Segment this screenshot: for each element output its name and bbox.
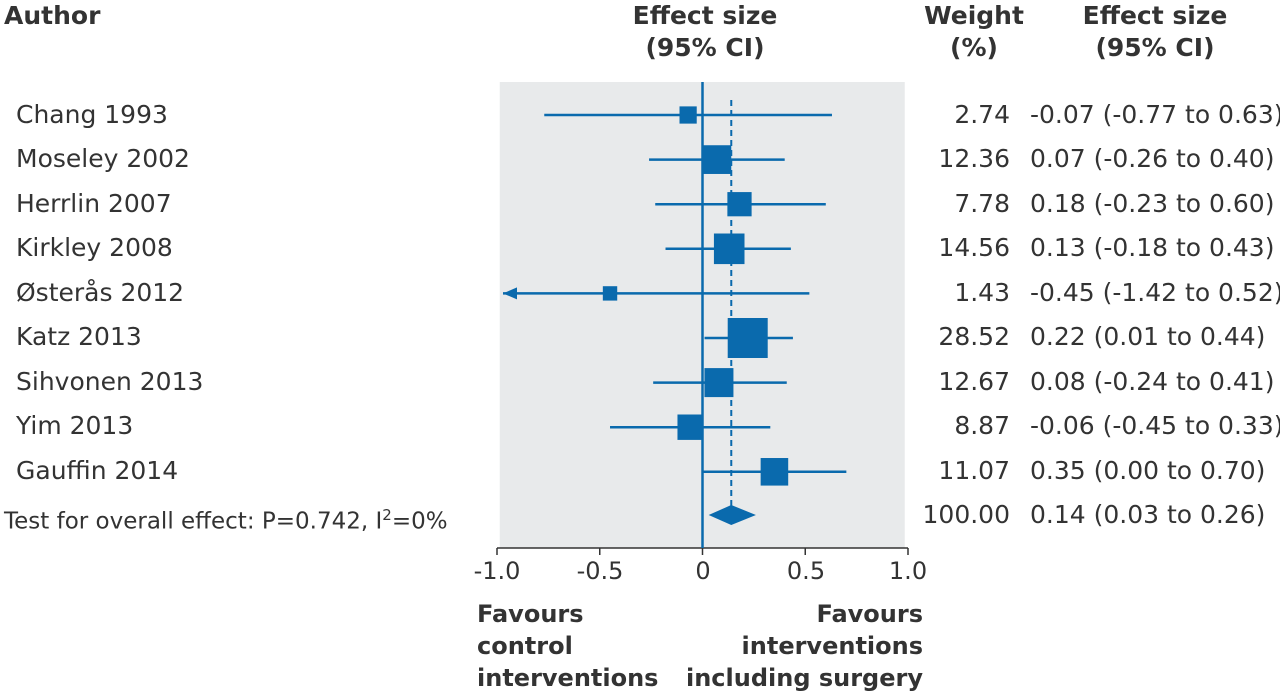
- es-column-header-line1: Effect size: [1082, 1, 1228, 30]
- study-estimate-marker: [679, 106, 697, 124]
- study-author: Yim 2013: [16, 411, 134, 440]
- study-author: Katz 2013: [16, 322, 142, 351]
- study-effect-size: 0.18 (-0.23 to 0.60): [1030, 189, 1275, 218]
- study-estimate-marker: [713, 233, 745, 265]
- study-effect-size: 0.22 (0.01 to 0.44): [1030, 322, 1266, 351]
- effect-size-header-line1: Effect size: [632, 1, 778, 30]
- study-author: Gauffin 2014: [16, 456, 179, 485]
- overall-label-superscript: 2: [382, 506, 392, 524]
- study-effect-size: -0.06 (-0.45 to 0.33): [1030, 411, 1280, 440]
- study-weight: 12.67: [938, 367, 1010, 396]
- effect-size-header: Effect size (95% CI): [590, 0, 820, 64]
- study-estimate-marker: [677, 414, 703, 440]
- study-author: Chang 1993: [16, 100, 168, 129]
- study-estimate-marker: [727, 318, 768, 358]
- study-weight: 12.36: [938, 144, 1010, 173]
- favours-left-line2: control: [477, 632, 573, 660]
- favours-left-line1: Favours: [477, 600, 584, 628]
- study-author: Kirkley 2008: [16, 233, 173, 262]
- study-estimate-marker: [704, 368, 734, 398]
- overall-label-prefix: Test for overall effect: P=0.742, I: [4, 508, 383, 535]
- study-estimate-marker: [727, 192, 752, 217]
- study-weight: 1.43: [954, 278, 1010, 307]
- study-weight: 11.07: [938, 456, 1010, 485]
- favours-right-line2: interventions: [741, 632, 923, 660]
- x-tick-label: 0.5: [786, 557, 826, 585]
- study-weight: 28.52: [938, 322, 1010, 351]
- favours-control-label: Favours control interventions: [477, 598, 658, 694]
- study-effect-size: 0.13 (-0.18 to 0.43): [1030, 233, 1275, 262]
- study-author: Østerås 2012: [16, 278, 185, 307]
- overall-effect-label: Test for overall effect: P=0.742, I2=0%: [4, 500, 448, 537]
- effect-size-header-line2: (95% CI): [645, 33, 765, 62]
- author-header: Author: [4, 1, 101, 30]
- study-effect-size: 0.35 (0.00 to 0.70): [1030, 456, 1266, 485]
- study-estimate-marker: [760, 458, 789, 486]
- weight-header-line2: (%): [950, 33, 998, 62]
- es-column-header-line2: (95% CI): [1095, 33, 1215, 62]
- study-weight: 7.78: [954, 189, 1010, 218]
- study-estimate-marker: [702, 145, 732, 174]
- study-author: Sihvonen 2013: [16, 367, 204, 396]
- study-effect-size: 0.08 (-0.24 to 0.41): [1030, 367, 1275, 396]
- x-tick-label: 1.0: [888, 557, 928, 585]
- study-weight: 2.74: [954, 100, 1010, 129]
- study-author: Moseley 2002: [16, 144, 190, 173]
- study-author: Herrlin 2007: [16, 189, 172, 218]
- favours-right-line3: including surgery: [685, 664, 923, 692]
- x-tick-label: 0: [695, 557, 711, 585]
- overall-weight: 100.00: [922, 500, 1010, 529]
- study-weight: 14.56: [938, 233, 1010, 262]
- favours-right-line1: Favours: [816, 600, 923, 628]
- ci-truncation-arrow: [503, 287, 517, 300]
- overall-effect-diamond: [708, 505, 756, 525]
- weight-header-line1: Weight: [924, 1, 1024, 30]
- study-effect-size: -0.07 (-0.77 to 0.63): [1030, 100, 1280, 129]
- x-tick-label: -1.0: [473, 557, 521, 585]
- overall-effect-size: 0.14 (0.03 to 0.26): [1030, 500, 1266, 529]
- overall-label-suffix: =0%: [391, 508, 448, 535]
- study-estimate-marker: [602, 286, 618, 301]
- es-column-header: Effect size (95% CI): [1050, 0, 1260, 64]
- favours-surgery-label: Favours interventions including surgery: [686, 598, 923, 694]
- x-tick-label: -0.5: [576, 557, 624, 585]
- study-effect-size: 0.07 (-0.26 to 0.40): [1030, 144, 1275, 173]
- study-weight: 8.87: [954, 411, 1010, 440]
- weight-header: Weight (%): [910, 0, 1038, 64]
- favours-left-line3: interventions: [477, 664, 659, 692]
- study-effect-size: -0.45 (-1.42 to 0.52): [1030, 278, 1280, 307]
